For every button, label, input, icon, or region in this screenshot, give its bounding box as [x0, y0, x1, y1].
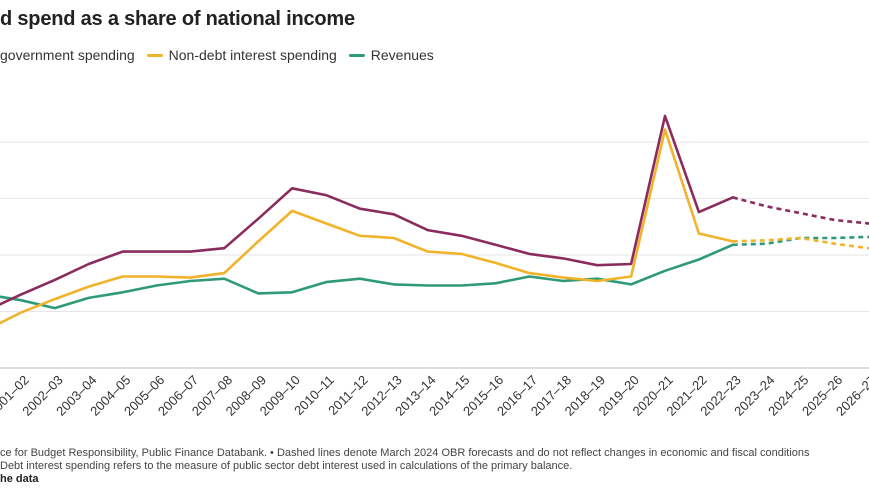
source-note: ce for Budget Responsibility, Public Fin…	[0, 447, 810, 459]
legend-swatch-non-debt-interest-spending	[146, 53, 163, 57]
legend-item-revenues: Revenues	[348, 47, 434, 63]
legend-label-government-spending: government spending	[0, 47, 135, 63]
legend-item-non-debt-interest-spending: Non-debt interest spending	[146, 47, 337, 63]
legend-swatch-revenues	[348, 53, 365, 57]
forecast-line-government-spending	[732, 196, 869, 225]
series-line-non-debt-interest-spending	[0, 128, 735, 325]
series-line-government-spending	[0, 114, 735, 306]
x-axis-tick-labels: 2000–012001–022002–032003–042004–052005–…	[0, 372, 869, 418]
legend-label-non-debt-interest-spending: Non-debt interest spending	[168, 47, 337, 63]
chart-title: d spend as a share of national income	[0, 8, 355, 30]
chart-legend: government spending Non-debt interest sp…	[0, 46, 434, 64]
gridlines	[0, 141, 869, 369]
definition-note: Debt interest spending refers to the mea…	[0, 460, 573, 472]
forecast-line-revenues	[732, 235, 869, 247]
get-the-data-link[interactable]: he data	[0, 473, 39, 485]
chart-notes: ce for Budget Responsibility, Public Fin…	[0, 447, 869, 486]
legend-label-revenues: Revenues	[370, 47, 434, 63]
series-lines	[0, 114, 869, 325]
legend-item-government-spending: government spending	[0, 47, 135, 63]
forecast-line-non-debt-interest-spending	[732, 236, 869, 250]
